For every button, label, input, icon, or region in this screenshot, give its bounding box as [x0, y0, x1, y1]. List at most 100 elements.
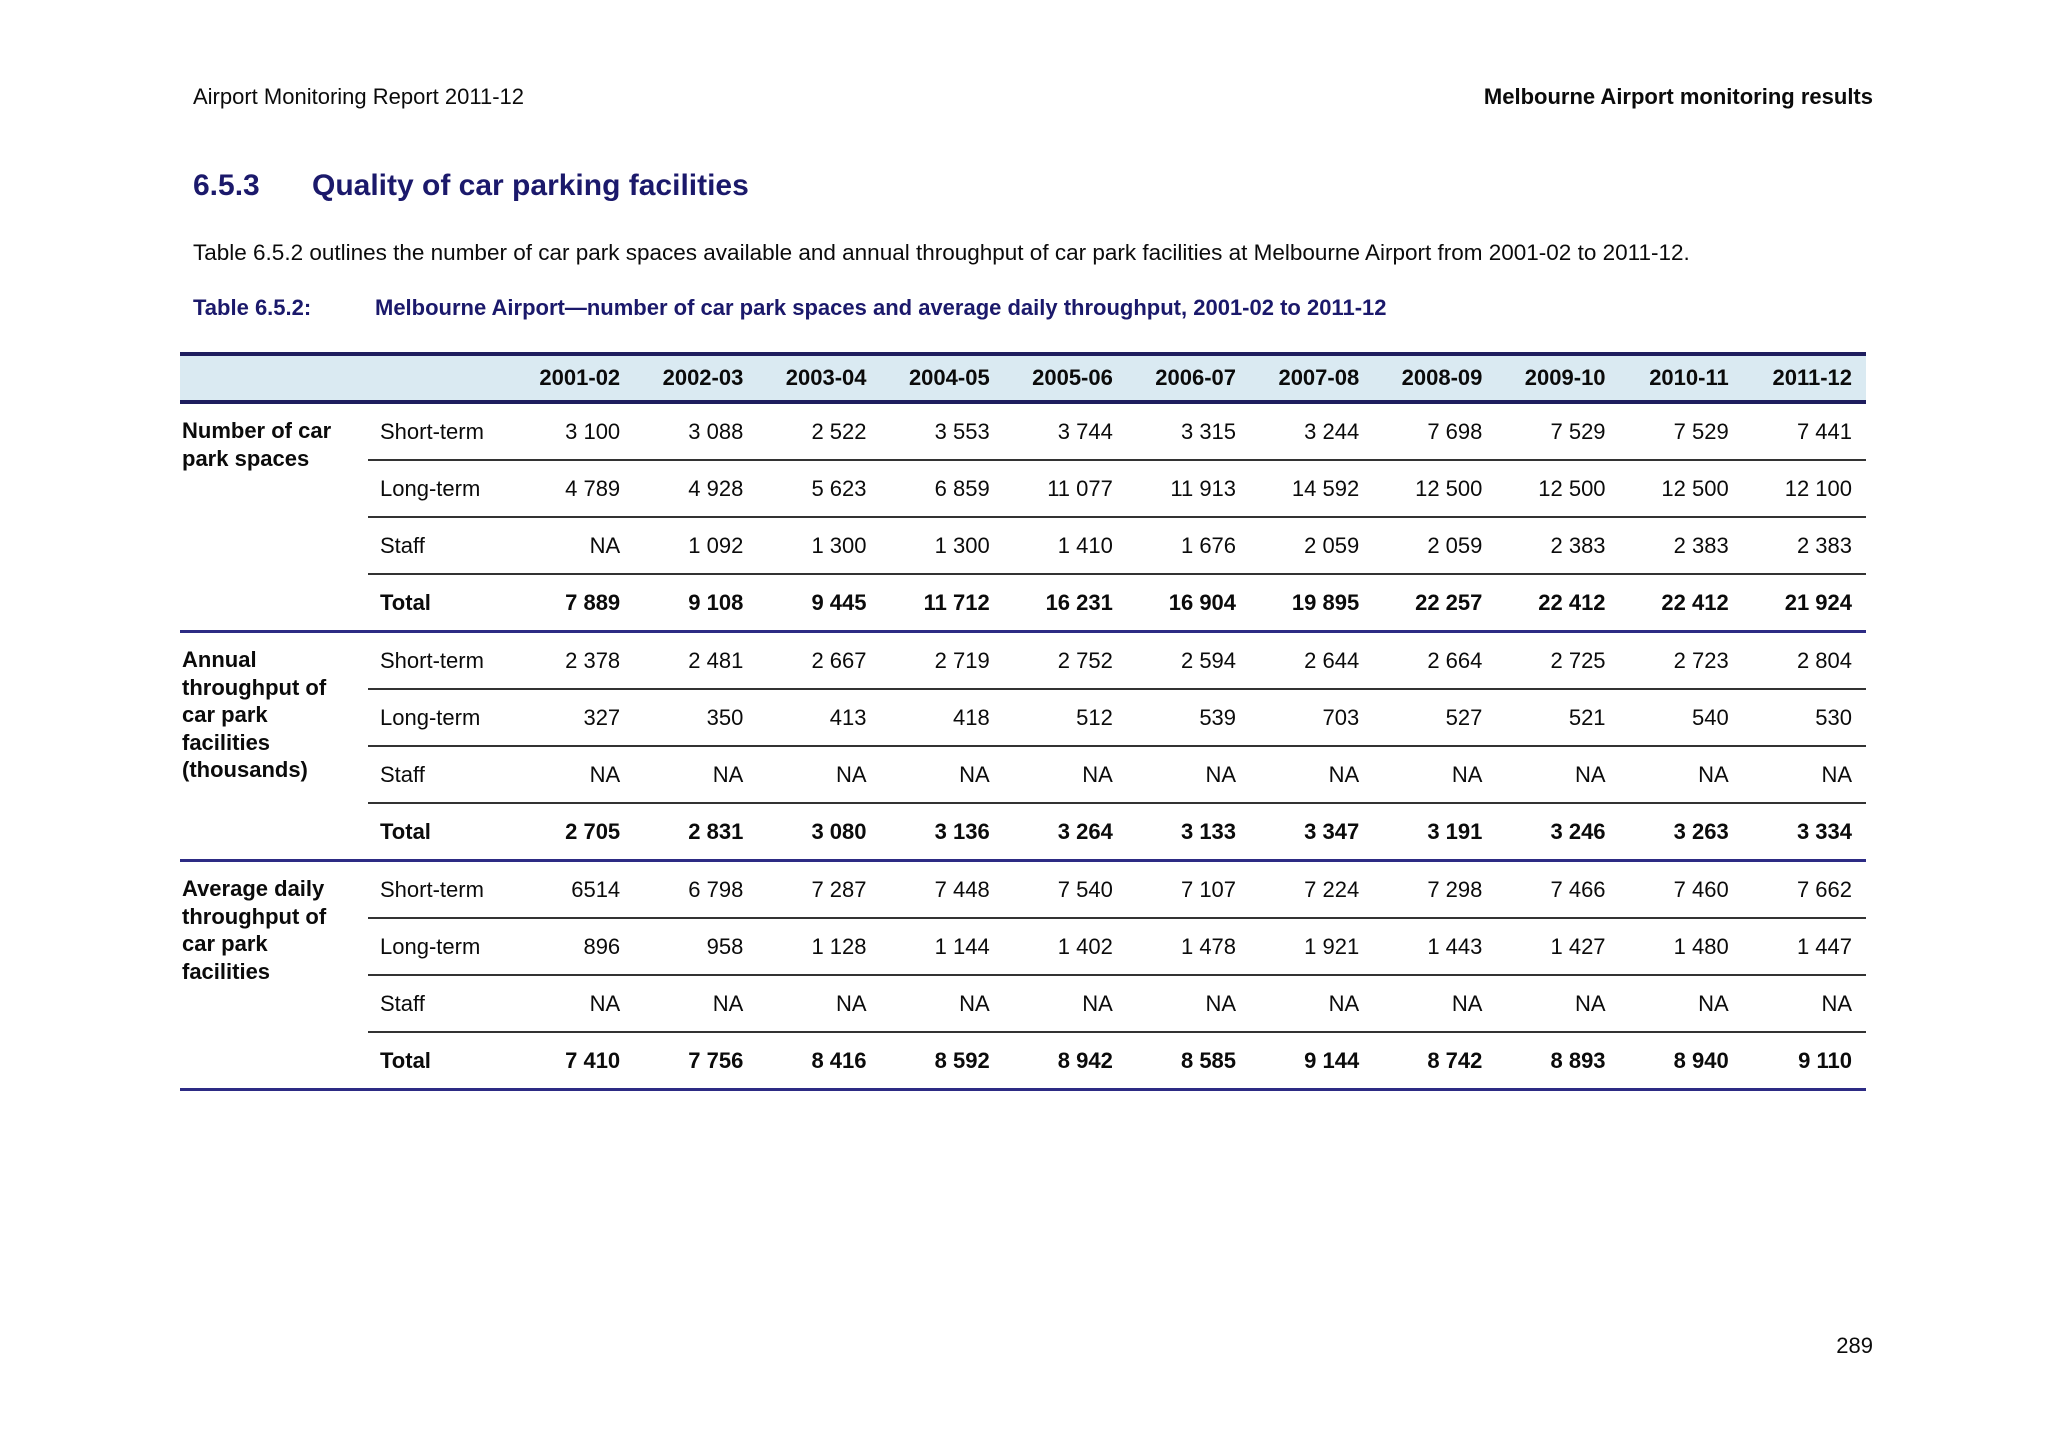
table-row: Average daily throughput of car park fac…	[180, 860, 1866, 1091]
value-cell: 7 529	[1496, 402, 1620, 461]
value-cell: 8 742	[1373, 1032, 1497, 1091]
group-label-cell: Number of car park spaces	[180, 402, 368, 633]
value-cell: 9 110	[1742, 1032, 1866, 1091]
value-cell: 12 500	[1496, 460, 1620, 518]
value-cell: 6 859	[880, 460, 1004, 518]
year-column-header: 2003-04	[757, 352, 881, 404]
value-cell: 896	[511, 918, 635, 976]
value-cell: 2 705	[511, 803, 635, 862]
value-cell: 21 924	[1742, 574, 1866, 633]
value-cell: 350	[634, 689, 758, 747]
value-cell: NA	[1003, 975, 1127, 1033]
value-cell: 7 466	[1496, 860, 1620, 919]
value-cell: 418	[880, 689, 1004, 747]
year-column-header: 2008-09	[1373, 352, 1497, 404]
table-row: Long-term 4 789 4 928 5 623 6 859 11 077 11 91…	[180, 460, 1866, 518]
value-cell: 7 441	[1742, 402, 1866, 461]
value-cell: 9 108	[634, 574, 758, 633]
value-cell: 3 744	[1003, 402, 1127, 461]
data-table: 2001-02 2002-03 2003-04 2004-05 2005-06 2006-…	[180, 352, 1866, 1091]
value-cell: 3 080	[757, 803, 881, 862]
value-cell: 2 383	[1619, 517, 1743, 575]
row-label-cell: Total	[368, 1032, 511, 1091]
table-group: Average daily throughput of car park fac…	[180, 860, 1866, 1091]
value-cell: 8 416	[757, 1032, 881, 1091]
value-cell: 8 942	[1003, 1032, 1127, 1091]
value-cell: 1 676	[1126, 517, 1251, 575]
table-row: Staff NA NA NA NA NA NA NA NA NA NA NA	[180, 746, 1866, 804]
value-cell: 1 447	[1742, 918, 1866, 976]
running-header-left: Airport Monitoring Report 2011-12	[193, 84, 524, 109]
value-cell: 539	[1126, 689, 1251, 747]
value-cell: 2 644	[1250, 631, 1374, 690]
value-cell: 11 077	[1003, 460, 1127, 518]
value-cell: NA	[880, 746, 1004, 804]
value-cell: 8 585	[1126, 1032, 1251, 1091]
value-cell: 3 244	[1250, 402, 1374, 461]
row-label-cell: Short-term	[368, 631, 511, 690]
value-cell: 7 698	[1373, 402, 1497, 461]
year-column-header: 2009-10	[1496, 352, 1620, 404]
intro-paragraph: Table 6.5.2 outlines the number of car p…	[193, 240, 1690, 265]
table-row: Total 7 889 9 108 9 445 11 712 16 231 16 904 19…	[180, 574, 1866, 633]
table-caption-title: Melbourne Airport—number of car park spa…	[375, 295, 1387, 320]
year-column-header: 2001-02	[511, 352, 635, 404]
year-column-header: 2010-11	[1619, 352, 1743, 404]
row-label-cell: Short-term	[368, 402, 511, 461]
value-cell: 413	[757, 689, 881, 747]
value-cell: 3 347	[1250, 803, 1374, 862]
value-cell: 3 263	[1619, 803, 1743, 862]
value-cell: 2 664	[1373, 631, 1497, 690]
value-cell: NA	[1003, 746, 1127, 804]
value-cell: NA	[634, 975, 758, 1033]
table-group: Number of car park spaces Short-term 3 100…	[180, 402, 1866, 633]
table-caption: Table 6.5.2: Melbourne Airport—number of…	[193, 294, 1883, 322]
value-cell: NA	[511, 975, 635, 1033]
value-cell: 1 478	[1126, 918, 1251, 976]
value-cell: 1 092	[634, 517, 758, 575]
row-label-cell: Long-term	[368, 689, 511, 747]
value-cell: 7 410	[511, 1032, 635, 1091]
table-row: Staff NA 1 092 1 300 1 300 1 410 1 676 2 059 2 0…	[180, 517, 1866, 575]
value-cell: 1 402	[1003, 918, 1127, 976]
running-header-right: Melbourne Airport monitoring results	[1483, 84, 1873, 109]
value-cell: 3 100	[511, 402, 635, 461]
value-cell: 958	[634, 918, 758, 976]
value-cell: NA	[1496, 975, 1620, 1033]
value-cell: 7 529	[1619, 402, 1743, 461]
row-label-cell: Total	[368, 803, 511, 862]
value-cell: NA	[1126, 975, 1251, 1033]
value-cell: 22 257	[1373, 574, 1497, 633]
value-cell: NA	[757, 975, 881, 1033]
value-cell: NA	[880, 975, 1004, 1033]
value-cell: 2 522	[757, 402, 881, 461]
value-cell: 2 667	[757, 631, 881, 690]
value-cell: 527	[1373, 689, 1497, 747]
value-cell: 703	[1250, 689, 1374, 747]
value-cell: 2 481	[634, 631, 758, 690]
table-row: Long-term 896 958 1 128 1 144 1 402 1 478 1 921…	[180, 918, 1866, 976]
table-row: Total 7 410 7 756 8 416 8 592 8 942 8 585 9 144…	[180, 1032, 1866, 1091]
value-cell: 9 144	[1250, 1032, 1374, 1091]
row-label-cell: Staff	[368, 517, 511, 575]
row-label-cell: Total	[368, 574, 511, 633]
value-cell: 512	[1003, 689, 1127, 747]
year-column-header: 2002-03	[634, 352, 758, 404]
value-cell: 7 448	[880, 860, 1004, 919]
value-cell: 19 895	[1250, 574, 1374, 633]
section-heading: 6.5.3 Quality of car parking facilities	[193, 168, 749, 204]
value-cell: 2 383	[1742, 517, 1866, 575]
section-number: 6.5.3	[193, 169, 260, 202]
value-cell: NA	[1250, 975, 1374, 1033]
value-cell: NA	[511, 517, 635, 575]
value-cell: NA	[1373, 746, 1497, 804]
value-cell: NA	[634, 746, 758, 804]
value-cell: 9 445	[757, 574, 881, 633]
value-cell: 6514	[511, 860, 635, 919]
value-cell: 11 913	[1126, 460, 1251, 518]
value-cell: 2 831	[634, 803, 758, 862]
value-cell: 8 592	[880, 1032, 1004, 1091]
value-cell: 7 756	[634, 1032, 758, 1091]
row-label-cell: Long-term	[368, 918, 511, 976]
